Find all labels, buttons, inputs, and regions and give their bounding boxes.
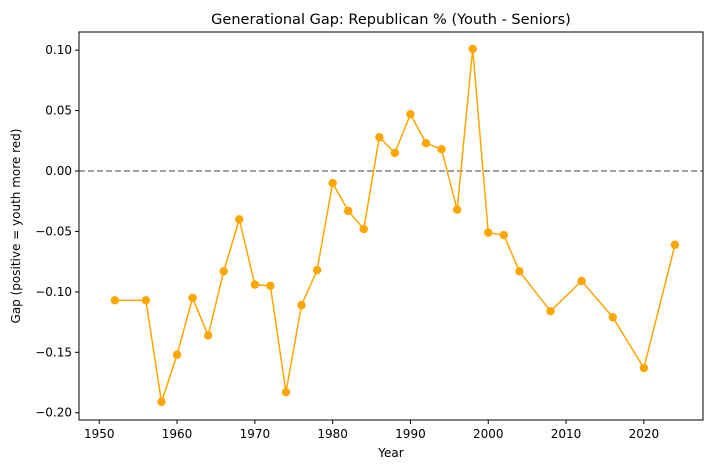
y-tick-label: 0.10 bbox=[45, 43, 72, 57]
x-axis-ticks: 1950 1960 1970 1980 1990 2000 2010 2020 bbox=[84, 420, 659, 441]
data-point bbox=[375, 132, 384, 142]
data-point bbox=[577, 276, 586, 286]
data-layer bbox=[110, 44, 680, 407]
x-axis-label: Year bbox=[377, 446, 403, 460]
y-tick-label: −0.05 bbox=[35, 224, 72, 238]
data-point bbox=[406, 109, 415, 119]
chart-title: Generational Gap: Republican % (Youth - … bbox=[211, 12, 571, 28]
data-point bbox=[359, 224, 368, 234]
data-point bbox=[297, 300, 306, 310]
data-point bbox=[141, 296, 151, 305]
data-point bbox=[235, 215, 244, 224]
y-axis-label: Gap (positive = youth more red) bbox=[9, 129, 23, 324]
data-point bbox=[157, 397, 166, 407]
data-point bbox=[452, 205, 462, 214]
data-point bbox=[670, 240, 680, 249]
x-tick-label: 2000 bbox=[473, 427, 504, 441]
x-tick-label: 2010 bbox=[551, 427, 582, 441]
data-point bbox=[250, 280, 260, 289]
data-point bbox=[312, 265, 322, 275]
data-point bbox=[328, 178, 337, 188]
y-tick-label: 0.00 bbox=[45, 164, 72, 178]
data-point bbox=[188, 293, 197, 303]
data-point bbox=[390, 148, 400, 158]
data-point bbox=[608, 313, 617, 322]
data-point bbox=[203, 331, 213, 340]
data-point bbox=[110, 296, 119, 305]
data-point bbox=[546, 307, 555, 316]
x-tick-label: 1970 bbox=[240, 427, 271, 441]
x-tick-label: 1980 bbox=[317, 427, 348, 441]
data-point bbox=[499, 230, 509, 240]
data-point bbox=[421, 139, 431, 148]
y-tick-label: −0.15 bbox=[35, 345, 72, 359]
data-point bbox=[437, 145, 446, 154]
data-point bbox=[344, 206, 353, 216]
plot-area-frame bbox=[78, 31, 704, 421]
y-tick-label: 0.05 bbox=[45, 104, 72, 118]
data-point bbox=[484, 228, 493, 237]
x-tick-label: 1960 bbox=[162, 427, 193, 441]
x-tick-label: 1990 bbox=[395, 427, 426, 441]
x-tick-label: 1950 bbox=[84, 427, 115, 441]
y-tick-label: −0.10 bbox=[35, 285, 72, 299]
data-point bbox=[468, 44, 477, 54]
data-point bbox=[281, 387, 291, 397]
data-point bbox=[172, 350, 182, 359]
data-point bbox=[219, 267, 228, 276]
x-tick-label: 2020 bbox=[629, 427, 660, 441]
data-point bbox=[266, 281, 275, 291]
y-tick-label: −0.20 bbox=[35, 406, 72, 420]
data-point bbox=[639, 363, 649, 373]
data-point bbox=[515, 267, 524, 276]
y-axis-ticks: −0.20 −0.15 −0.10 −0.05 0.00 0.05 0.10 bbox=[35, 43, 79, 420]
